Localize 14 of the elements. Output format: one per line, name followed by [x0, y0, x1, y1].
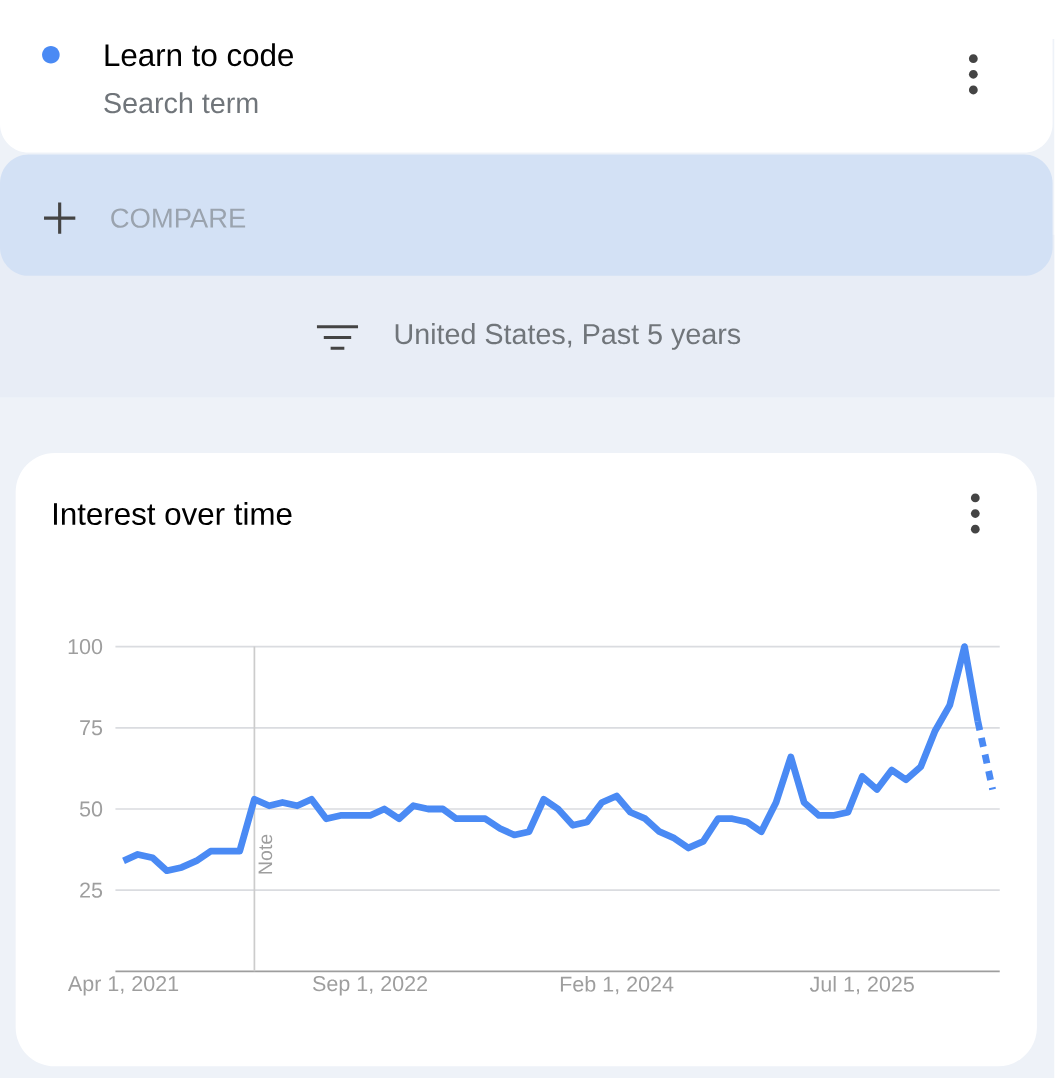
- text: COMPARE: [111, 208, 246, 228]
- x-tick-label: Jul 1, 2025: [810, 975, 915, 995]
- chart-title: Interest over time: [54, 502, 292, 526]
- x-tick-label: Apr 1, 2021: [68, 975, 179, 996]
- y-tick-label: 25: [80, 882, 103, 898]
- x-tick-label: Sep 1, 2022: [313, 975, 428, 996]
- text: Search term: [104, 92, 258, 114]
- x-tick-label: Feb 1, 2024: [561, 975, 674, 995]
- y-tick-label: 100: [68, 638, 103, 655]
- ref-line-label: Note: [258, 834, 273, 874]
- y-tick-label: 75: [80, 720, 103, 736]
- y-tick-label: 50: [80, 801, 103, 817]
- legend-label: Learn to code: [105, 43, 294, 67]
- text: United States, Past 5 years: [395, 323, 741, 350]
